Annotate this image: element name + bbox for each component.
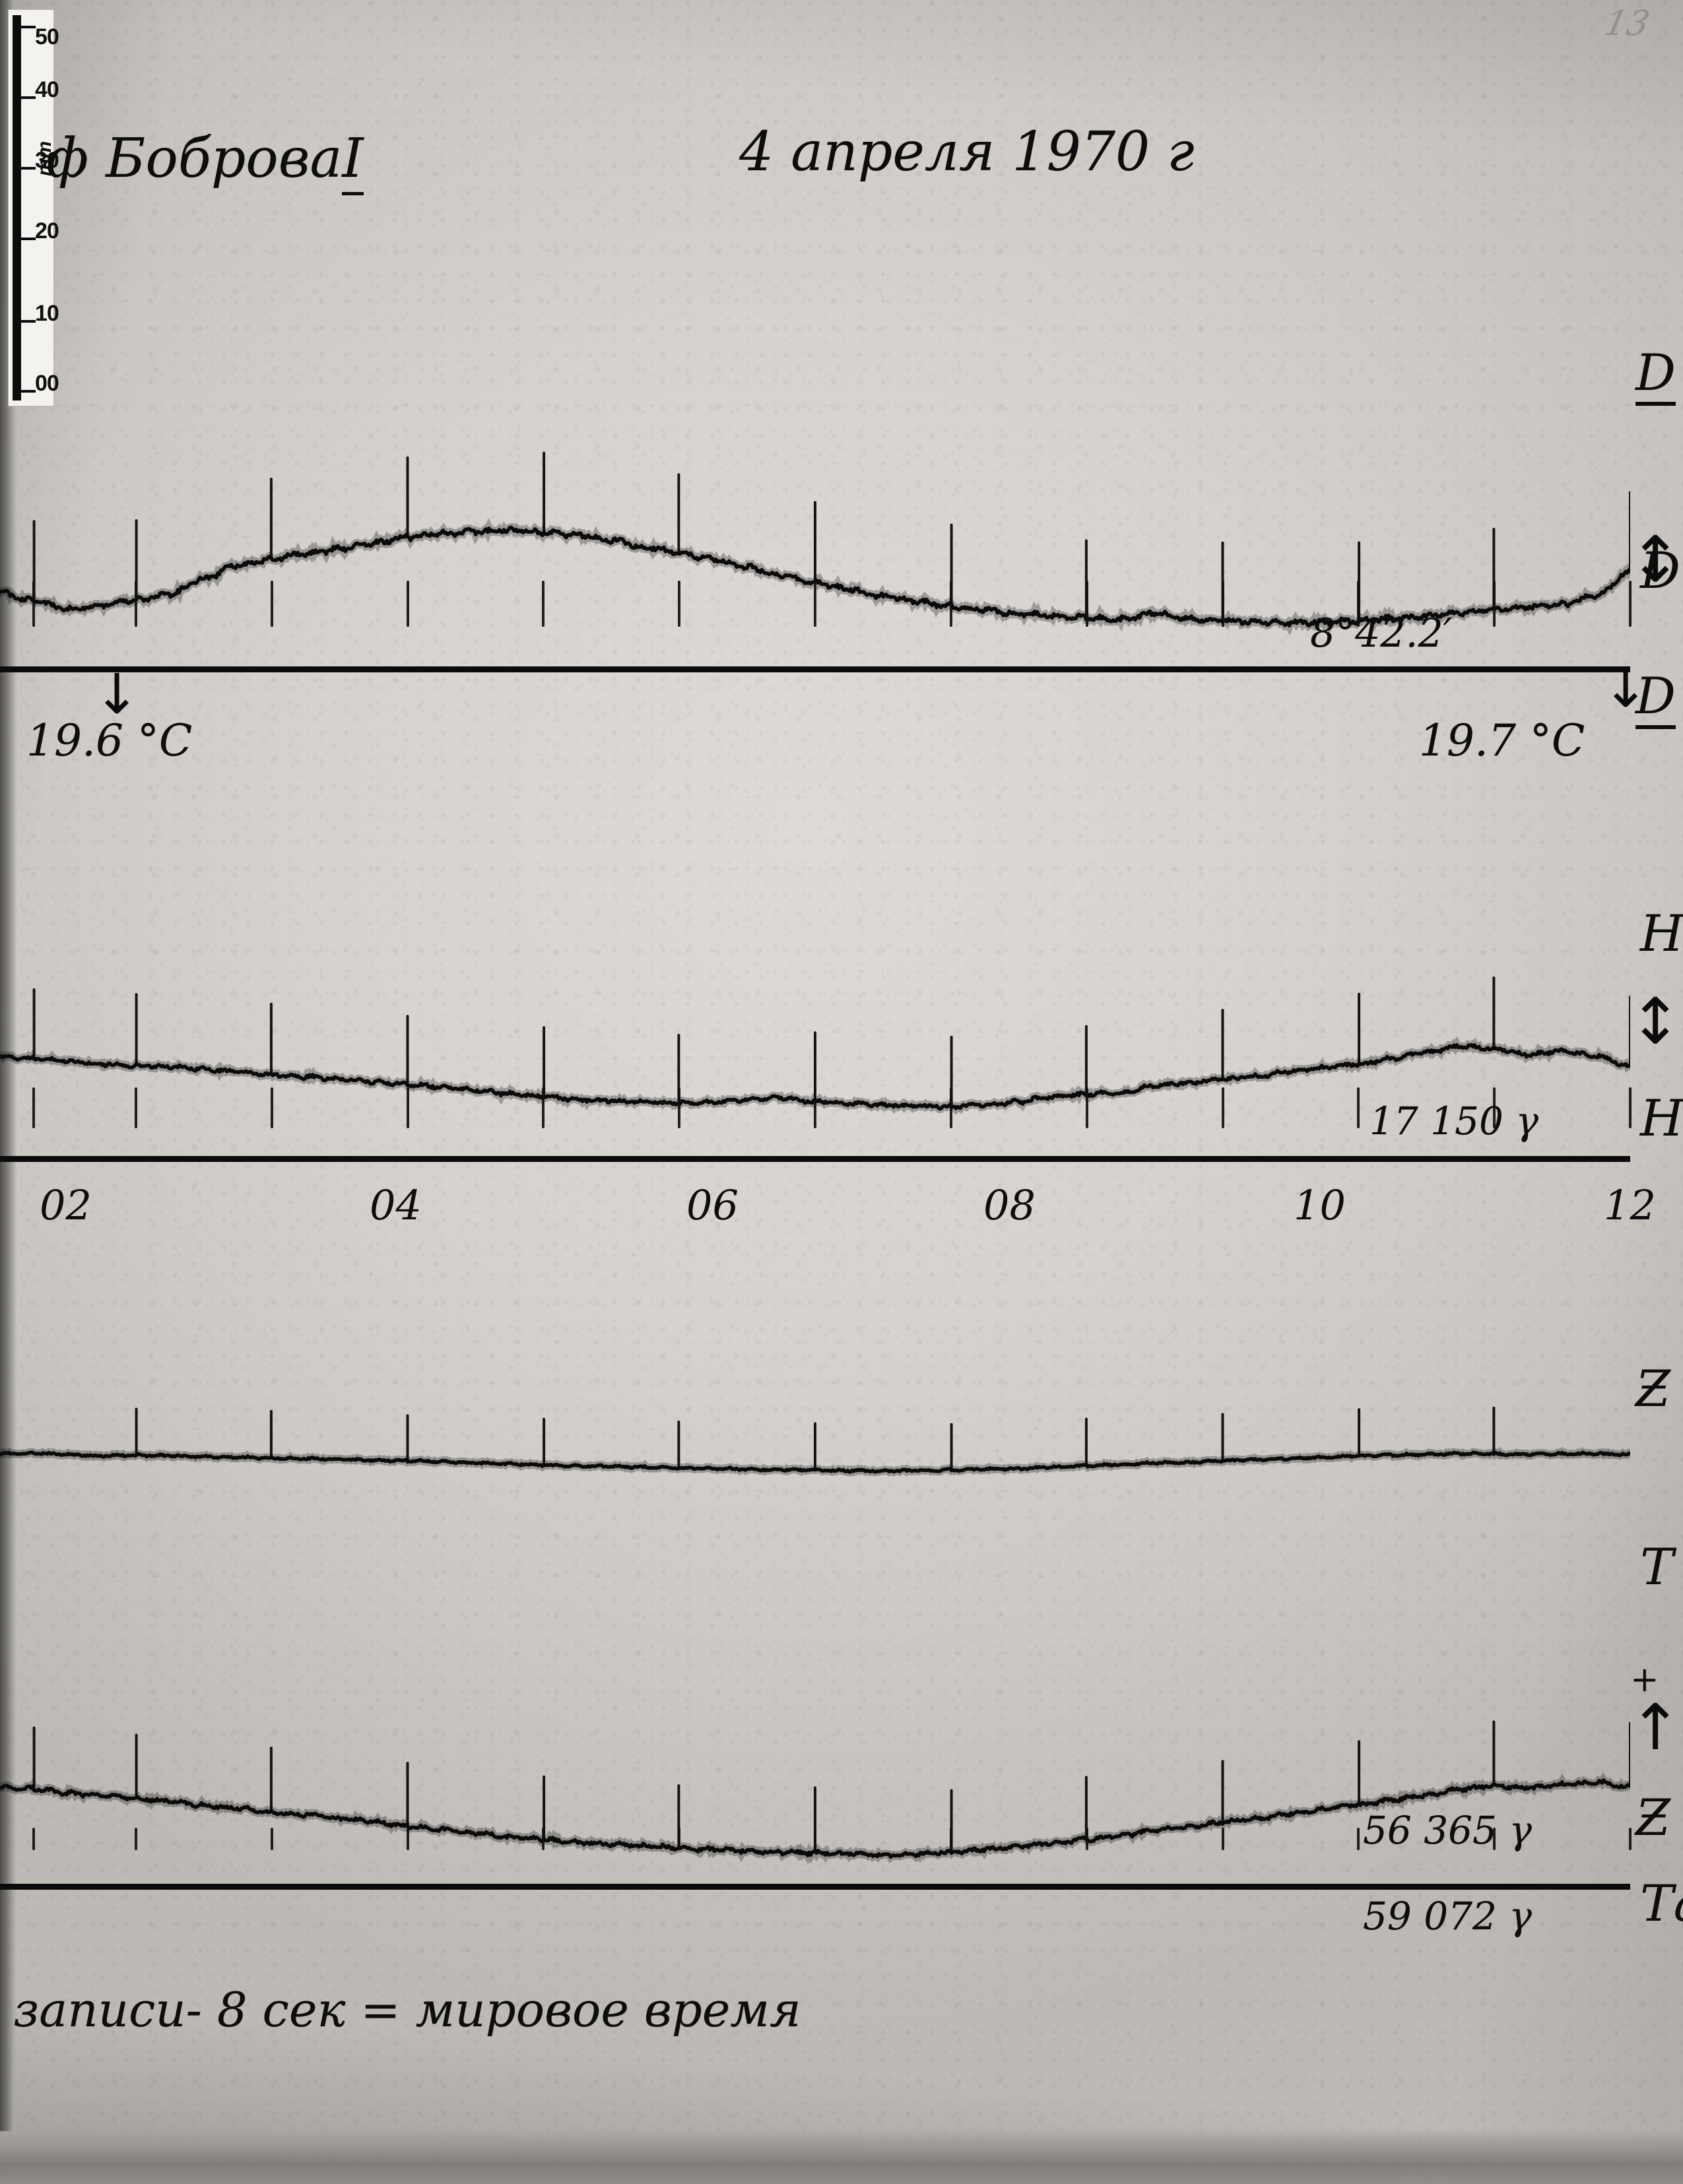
hour-pip-row1-2 <box>270 581 273 627</box>
time-axis-label-12: 12 <box>1604 1181 1656 1229</box>
h-scale-arrow-icon: ↕ <box>1629 984 1682 1058</box>
time-axis-label-06: 06 <box>686 1181 739 1229</box>
ruler-label-20: 20 <box>35 218 59 243</box>
hour-pip-row1-10 <box>1357 581 1360 627</box>
channel-label-H2: H <box>1640 1089 1683 1147</box>
hour-pip-row2-4 <box>542 1087 545 1128</box>
time-reference-footnote: записи- 8 сек = мировое время <box>13 1982 801 2038</box>
temperature-right: 19.7 °C <box>1419 715 1585 766</box>
record-date: 4 апреля 1970 г <box>739 121 1195 183</box>
time-axis-label-10: 10 <box>1294 1181 1346 1229</box>
trace-vertical <box>0 1273 1630 1518</box>
channel-label-D3: D <box>1635 666 1676 729</box>
hour-pip-row3-6 <box>814 1828 816 1850</box>
hour-pip-group <box>32 977 1630 1108</box>
page-number: 13 <box>1600 4 1653 44</box>
z-baseline-value: 56 365 γ <box>1363 1808 1533 1853</box>
hour-pip-row1-7 <box>949 581 952 627</box>
baseline-horizontal <box>0 1156 1630 1162</box>
ruler-label-30: 30 <box>35 148 59 173</box>
hour-pip-row1-0.25 <box>32 581 36 627</box>
channel-label-T1: T <box>1640 1537 1674 1596</box>
hour-pip-row1-5 <box>678 581 681 627</box>
hour-pip-row2-7 <box>949 1087 952 1128</box>
ruler-label-00: 00 <box>35 371 59 396</box>
hour-pip-row2-3 <box>406 1087 409 1128</box>
channel-label-D2: D <box>1640 541 1680 600</box>
hour-pip-row3-10 <box>1357 1828 1360 1850</box>
channel-label-Z2: Ƶ <box>1635 1788 1670 1847</box>
ruler-label-50: 50 <box>35 24 59 49</box>
hour-pip-row3-11 <box>1493 1828 1496 1850</box>
baseline-declination <box>0 666 1630 672</box>
hour-pip-row2-0.25 <box>32 1087 36 1128</box>
h-baseline-value: 17 150 γ <box>1370 1099 1539 1143</box>
d-scale-arrow-icon: ↕ <box>1629 523 1682 596</box>
t-scale-arrow-icon: ↑ <box>1629 1690 1682 1764</box>
observatory-name: ф Боброва <box>46 127 343 190</box>
hour-pip-row1-8 <box>1085 581 1088 627</box>
page-title: ф БоброваI <box>46 127 364 195</box>
hour-pip-row3-8 <box>1085 1828 1088 1850</box>
ruler-label-40: 40 <box>35 77 59 102</box>
ruler-label-10: 10 <box>35 301 59 326</box>
channel-label-T2: Tа <box>1640 1874 1683 1933</box>
trace-curve-Ƶ <box>0 1407 1630 1477</box>
hour-pip-group <box>32 451 1630 624</box>
hour-pip-row1-12 <box>1629 581 1632 627</box>
time-axis-label-08: 08 <box>983 1181 1036 1229</box>
hour-pip-row3-4 <box>542 1828 545 1850</box>
ruler-tick-30 <box>21 167 36 170</box>
mm-scale-ruler: 50 40 30 20 10 00 mm <box>8 9 59 406</box>
hour-pip-row2-2 <box>270 1087 273 1128</box>
hour-pip-row1-9 <box>1221 581 1224 627</box>
hour-pip-row2-8 <box>1085 1087 1088 1128</box>
hour-pip-row2-6 <box>814 1087 816 1128</box>
ruler-tick-10 <box>21 320 36 323</box>
hour-pip-row3-3 <box>406 1828 409 1850</box>
hour-pip-row2-10 <box>1357 1087 1360 1128</box>
hour-pip-row1-4 <box>542 581 545 627</box>
ruler-tick-00 <box>21 390 36 393</box>
hour-pip-row2-1 <box>134 1087 137 1128</box>
ruler-tick-40 <box>21 96 36 99</box>
channel-label-Z1: Ƶ <box>1635 1359 1670 1418</box>
hour-pip-group <box>135 1407 1496 1472</box>
channel-label-D1: D <box>1635 343 1676 406</box>
hour-pip-row1-3 <box>406 581 409 627</box>
temperature-left: 19.6 °C <box>26 715 193 766</box>
baseline-total <box>0 1884 1630 1890</box>
ruler-tick-20 <box>21 238 36 240</box>
instrument-roman-numeral: I <box>342 127 364 195</box>
hour-pip-row3-7 <box>949 1828 952 1850</box>
hour-pip-row3-5 <box>678 1828 681 1850</box>
hour-pip-row2-11 <box>1493 1087 1496 1128</box>
hour-pip-row3-1 <box>134 1828 137 1850</box>
ruler-spine <box>13 15 21 401</box>
hour-pip-row1-6 <box>814 581 816 627</box>
scan-bottom-edge <box>0 2129 1683 2184</box>
hour-pip-row3-12 <box>1629 1828 1632 1850</box>
hour-pip-row2-12 <box>1629 1087 1632 1128</box>
time-axis-label-02: 02 <box>40 1181 92 1229</box>
ruler-tick-50 <box>21 26 36 28</box>
hour-pip-row3-9 <box>1221 1828 1224 1850</box>
hour-pip-row3-2 <box>270 1828 273 1850</box>
hour-pip-row1-1 <box>134 581 137 627</box>
t-baseline-value: 59 072 γ <box>1363 1894 1533 1939</box>
temperature-left-arrow-icon: ↓ <box>94 662 141 726</box>
hour-pip-row1-11 <box>1493 581 1496 627</box>
hour-pip-row2-5 <box>678 1087 681 1128</box>
hour-pip-row2-9 <box>1221 1087 1224 1128</box>
t-scale-plus-sign: + <box>1630 1660 1659 1700</box>
channel-label-H1: H <box>1640 904 1683 963</box>
time-axis-label-04: 04 <box>370 1181 422 1229</box>
hour-pip-row3-0.25 <box>32 1828 36 1850</box>
declination-baseline-value: 8°42.2′ <box>1310 610 1453 657</box>
